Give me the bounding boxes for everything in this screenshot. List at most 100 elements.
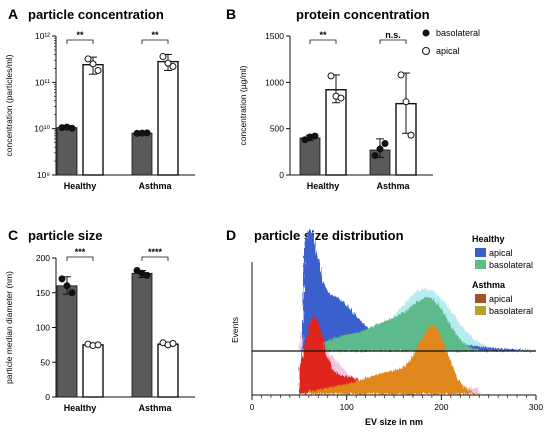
- x-tick-label-c: Asthma: [138, 403, 172, 413]
- chart-area-c: 0 50 100 150 200 particle median diameter (nm…: [4, 247, 195, 413]
- panel-a-particle-concentration: A particle concentration 10⁹ 10¹⁰ 10¹¹ 10¹²…: [4, 6, 195, 191]
- x-axis-label-d: EV size in nm: [365, 417, 423, 427]
- chart-title-c: particle size: [28, 228, 102, 243]
- bar-c-healthy-basolateral: [56, 285, 78, 398]
- x-tick-label-c: Healthy: [64, 403, 97, 413]
- bar-c-asthma-basolateral: [131, 272, 153, 398]
- x-tick-label-a: Healthy: [64, 181, 97, 191]
- data-point-b-apical: [407, 131, 415, 139]
- significance-bracket-c: [141, 256, 169, 261]
- y-tick-label-b: 0: [279, 170, 284, 180]
- legend-swatch-asthma-basolateral: [475, 306, 486, 315]
- data-point-b-basolateral: [376, 145, 384, 153]
- legend-marker-basolateral: [422, 29, 430, 37]
- panel-label-d: D: [226, 227, 236, 243]
- panel-label-c: C: [8, 227, 18, 243]
- significance-bracket-b: [309, 39, 337, 44]
- significance-label-b: **: [319, 30, 327, 40]
- chart-area-a: 10⁹ 10¹⁰ 10¹¹ 10¹² concentration (particles/…: [4, 30, 195, 191]
- panel-c-particle-size: C particle size 0 50 100 150 200 particle med…: [4, 227, 195, 413]
- panel-b-protein-concentration: B protein concentration 0 500 1000 1500 conc…: [226, 6, 480, 191]
- data-point-a-basolateral: [143, 129, 151, 137]
- data-point-b-basolateral: [381, 139, 389, 147]
- bar-a-healthy-apical: [82, 64, 104, 176]
- data-point-a-apical: [89, 60, 97, 68]
- chart-title-a: particle concentration: [28, 7, 164, 22]
- significance-label-c: ****: [148, 247, 163, 257]
- chart-title-d: particle size distribution: [254, 228, 404, 243]
- data-point-c-basolateral: [143, 271, 151, 279]
- legend-label-healthy-apical: apical: [489, 248, 513, 258]
- area-asthma-basolateral: [306, 325, 499, 394]
- legend-marker-apical: [422, 47, 430, 55]
- y-axis-label-b: concentration (µg/ml): [238, 65, 248, 145]
- data-point-c-apical: [169, 339, 177, 347]
- y-tick-label-c: 150: [36, 288, 50, 298]
- x-tick-label-d: 200: [434, 402, 448, 412]
- significance-bracket-c: [66, 256, 94, 261]
- x-tick-label-d: 0: [250, 402, 255, 412]
- y-axis-label-d: Events: [230, 317, 240, 343]
- legend-swatch-healthy-basolateral: [475, 260, 486, 269]
- data-point-b-basolateral: [311, 132, 319, 140]
- y-tick-label-a: 10¹¹: [35, 77, 50, 87]
- legend-label-asthma-basolateral: basolateral: [489, 306, 533, 316]
- area-healthy-apical: [301, 229, 536, 351]
- area-asthma-apical: [299, 317, 461, 394]
- bar-a-asthma-basolateral: [131, 132, 153, 176]
- significance-bracket-a: [66, 39, 94, 44]
- x-tick-label-d: 300: [529, 402, 543, 412]
- legend-swatch-asthma-apical: [475, 294, 486, 303]
- legend-label-asthma-apical: apical: [489, 294, 513, 304]
- legend-label-apical: apical: [436, 46, 460, 56]
- data-point-b-apical: [402, 98, 410, 106]
- panel-d-size-distribution: D particle size distribution 0 100 200 300 E…: [226, 227, 543, 427]
- panel-label-b: B: [226, 6, 236, 22]
- y-tick-label-b: 1000: [265, 77, 284, 87]
- bar-b-healthy-basolateral: [299, 137, 321, 176]
- panel-label-a: A: [8, 6, 18, 22]
- data-point-a-apical: [164, 59, 172, 67]
- chart-area-d: 0 100 200 300 EV size in nm Events: [230, 229, 543, 427]
- y-axis-label-a: concentration (particles/ml): [4, 54, 14, 156]
- y-tick-label-c: 0: [45, 392, 50, 402]
- legend-label-basolateral: basolateral: [436, 28, 480, 38]
- data-point-a-apical: [84, 55, 92, 63]
- y-tick-label-a: 10¹²: [35, 31, 50, 41]
- area-healthy-basolateral: [306, 297, 499, 351]
- significance-label-c: ***: [75, 247, 86, 257]
- distribution-legend: Healthy apical basolateral Asthma apical…: [472, 234, 533, 316]
- data-point-c-apical: [94, 341, 102, 349]
- data-point-b-basolateral: [371, 152, 379, 160]
- data-point-c-basolateral: [58, 275, 66, 283]
- chart-area-b: 0 500 1000 1500 concentration (µg/ml) Healthy…: [238, 30, 433, 191]
- data-point-a-basolateral: [68, 124, 76, 132]
- x-tick-label-a: Asthma: [138, 181, 172, 191]
- significance-label-b: n.s.: [385, 30, 401, 40]
- data-point-a-apical: [169, 62, 177, 70]
- significance-label-a: **: [76, 30, 84, 40]
- bar-a-asthma-apical: [157, 60, 179, 176]
- data-point-c-basolateral: [68, 289, 76, 297]
- data-point-a-apical: [94, 67, 102, 75]
- y-tick-label-c: 50: [41, 357, 51, 367]
- y-tick-label-c: 100: [36, 323, 50, 333]
- significance-bracket-b: [379, 39, 407, 44]
- legend-group-asthma: Asthma: [472, 280, 506, 290]
- chart-title-b: protein concentration: [296, 7, 430, 22]
- legend: basolateral apical: [422, 28, 480, 56]
- data-point-b-apical: [397, 71, 405, 79]
- significance-label-a: **: [151, 30, 159, 40]
- x-tick-label-b: Asthma: [376, 181, 410, 191]
- legend-group-healthy: Healthy: [472, 234, 505, 244]
- significance-bracket-a: [141, 39, 169, 44]
- y-tick-label-b: 1500: [265, 31, 284, 41]
- bar-a-healthy-basolateral: [56, 127, 78, 176]
- y-axis-label-c: particle median diameter (nm): [4, 271, 14, 384]
- y-tick-label-a: 10¹⁰: [34, 124, 50, 134]
- y-tick-label-c: 200: [36, 253, 50, 263]
- x-tick-label-d: 100: [340, 402, 354, 412]
- legend-swatch-healthy-apical: [475, 248, 486, 257]
- data-point-c-basolateral: [63, 282, 71, 290]
- data-point-b-apical: [337, 94, 345, 102]
